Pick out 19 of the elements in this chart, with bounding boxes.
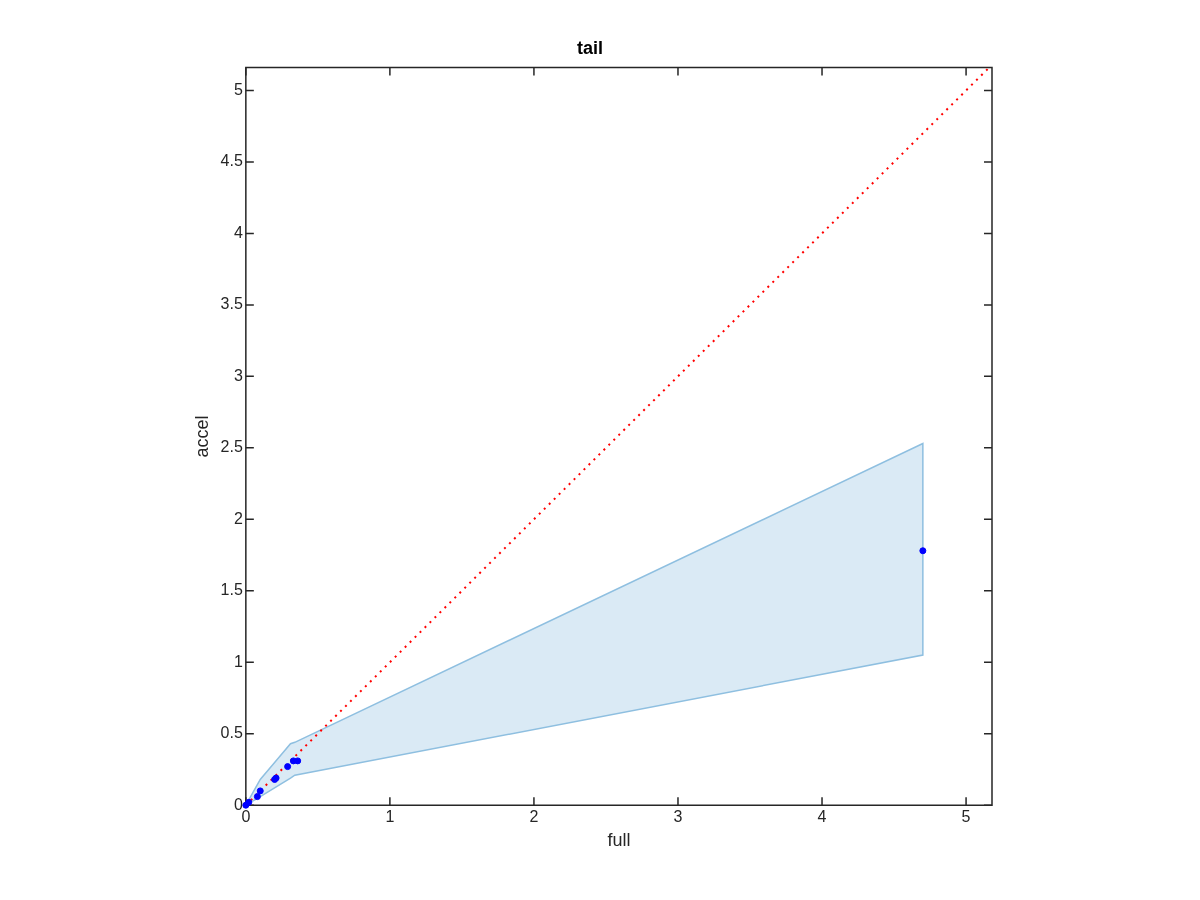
y-axis-title: accel	[191, 415, 212, 458]
y-tick-label: 4	[233, 223, 243, 241]
chart-title: tail	[576, 37, 604, 58]
x-tick-label: 1	[385, 808, 395, 826]
x-tick-label: 3	[673, 808, 683, 826]
y-tick-label: 5	[233, 80, 243, 98]
x-axis-title: full	[607, 830, 631, 851]
y-tick-label: 3.5	[220, 295, 243, 313]
y-tick-label: 0	[233, 795, 243, 813]
y-tick-label: 2.5	[220, 438, 243, 456]
y-tick-label: 0.5	[220, 724, 243, 742]
x-tick-label: 4	[817, 808, 827, 826]
y-tick-label: 3	[233, 366, 243, 384]
y-tick-label: 1	[233, 652, 243, 670]
y-tick-label: 1.5	[220, 581, 243, 599]
x-tick-label: 5	[961, 808, 971, 826]
x-tick-label: 2	[529, 808, 539, 826]
y-tick-label: 4.5	[220, 152, 243, 170]
y-tick-label: 2	[233, 509, 243, 527]
